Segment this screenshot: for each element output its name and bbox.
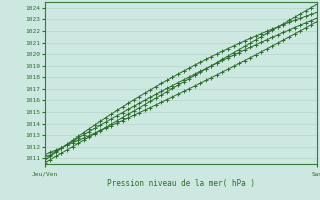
X-axis label: Pression niveau de la mer( hPa ): Pression niveau de la mer( hPa ) <box>107 179 255 188</box>
